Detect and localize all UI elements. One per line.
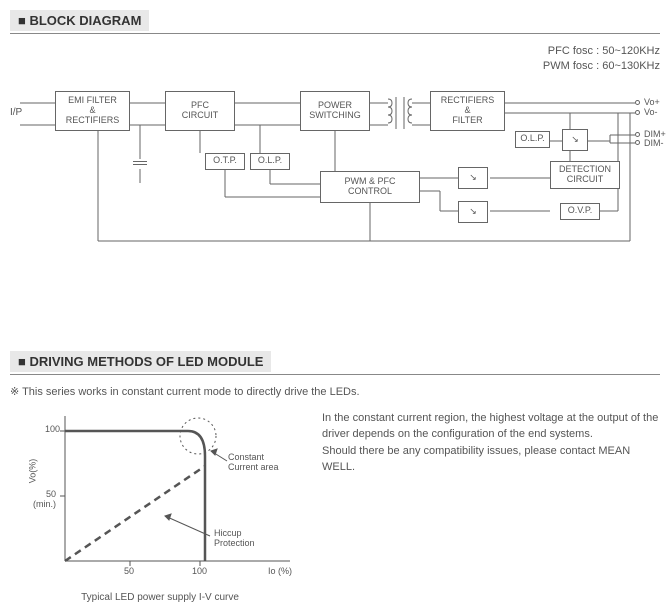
pwm-freq: PWM fosc : 60~130KHz [10, 59, 660, 74]
terminal-circle [635, 100, 640, 105]
section-title-block-diagram: BLOCK DIAGRAM [10, 10, 149, 31]
block-pfc: PFC CIRCUIT [165, 91, 235, 131]
chart-section: 100 50 (min.) 50 100 Io (%) Vo(%) Consta… [10, 406, 660, 586]
x-tick-50: 50 [124, 566, 134, 576]
block-power: POWER SWITCHING [300, 91, 370, 131]
input-label: I/P [10, 107, 22, 118]
terminal-vo-plus: Vo+ [644, 97, 660, 107]
block-diagram: I/P EMI FILTER & RECTIFIERS PFC CIRCUIT … [10, 81, 660, 291]
desc-line-2: Should there be any compatibility issues… [322, 443, 660, 476]
note-cc-mode: This series works in constant current mo… [10, 385, 660, 398]
block-olp1: O.L.P. [250, 153, 290, 170]
y-tick-100: 100 [45, 424, 60, 434]
block-detect: DETECTION CIRCUIT [550, 161, 620, 189]
terminal-circle [635, 110, 640, 115]
chart-description: In the constant current region, the high… [322, 406, 660, 586]
annotation-cc: Constant Current area [228, 452, 279, 472]
block-rect: RECTIFIERS & FILTER [430, 91, 505, 131]
block-olp2: O.L.P. [515, 131, 550, 148]
annotation-hiccup: Hiccup Protection [214, 528, 255, 548]
divider [10, 33, 660, 34]
divider [10, 374, 660, 375]
block-emi: EMI FILTER & RECTIFIERS [55, 91, 130, 131]
freq-info: PFC fosc : 50~120KHz PWM fosc : 60~130KH… [10, 44, 660, 75]
terminal-vo-minus: Vo- [644, 107, 658, 117]
pfc-freq: PFC fosc : 50~120KHz [10, 44, 660, 59]
opto-2: ↘ [458, 167, 488, 189]
desc-line-1: In the constant current region, the high… [322, 410, 660, 443]
terminal-dim-minus: DIM- [644, 138, 664, 148]
capacitor-icon [133, 159, 147, 167]
block-pwm: PWM & PFC CONTROL [320, 171, 420, 203]
iv-curve-chart: 100 50 (min.) 50 100 Io (%) Vo(%) Consta… [10, 406, 310, 586]
y-tick-50: 50 (min.) [33, 489, 56, 509]
y-axis-label: Vo(%) [27, 459, 37, 484]
block-otp: O.T.P. [205, 153, 245, 170]
opto-3: ↘ [458, 201, 488, 223]
x-axis-label: Io (%) [268, 566, 292, 576]
x-tick-100: 100 [192, 566, 207, 576]
terminal-circle [635, 140, 640, 145]
opto-1: ↘ [562, 129, 588, 151]
chart-caption: Typical LED power supply I-V curve [10, 592, 310, 603]
terminal-circle [635, 132, 640, 137]
block-ovp: O.V.P. [560, 203, 600, 220]
section-title-driving: DRIVING METHODS OF LED MODULE [10, 351, 271, 372]
